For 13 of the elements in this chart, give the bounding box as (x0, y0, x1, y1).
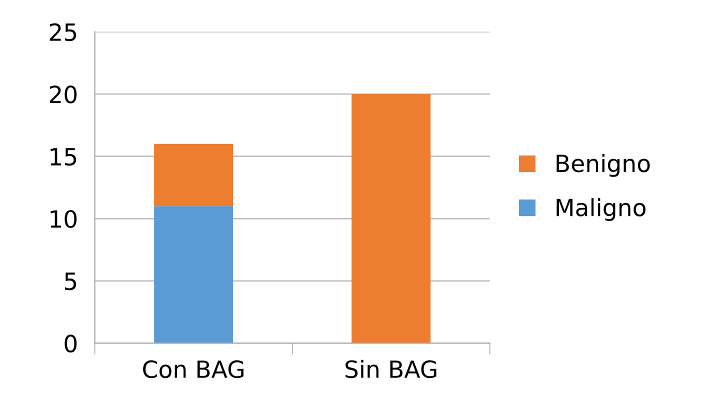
bar (154, 206, 234, 344)
y-tick-label: 10 (50, 210, 77, 228)
legend-label: Benigno (556, 154, 650, 177)
x-tick-label: Sin BAG (346, 360, 436, 378)
y-tick-label: 5 (64, 272, 76, 290)
y-tick-label: 0 (64, 334, 77, 353)
bar (154, 144, 234, 206)
x-tick-label: Con BAG (143, 360, 244, 378)
y-tick-label: 15 (50, 148, 76, 166)
legend-label: Maligno (556, 198, 646, 221)
y-tick-label: 20 (50, 86, 77, 104)
bar (352, 94, 431, 344)
y-tick-label: 25 (50, 23, 76, 42)
